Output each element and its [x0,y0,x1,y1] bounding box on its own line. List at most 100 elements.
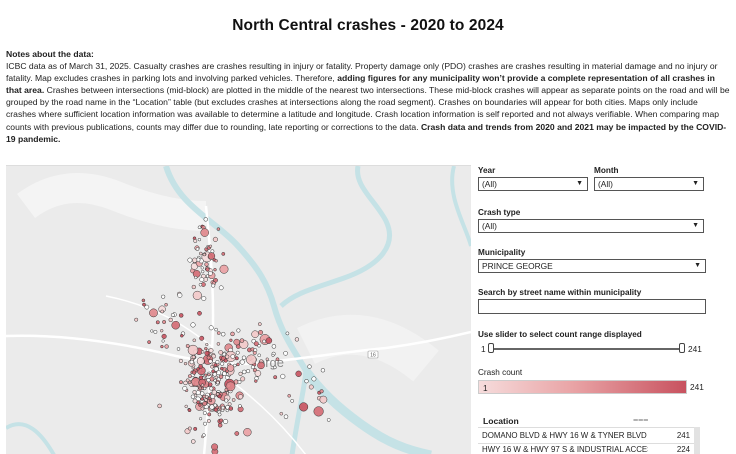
crash-point[interactable] [265,357,269,361]
crash-point[interactable] [187,344,199,356]
crash-point[interactable] [200,266,204,270]
crash-point[interactable] [273,375,278,380]
crash-point[interactable] [207,252,216,260]
crash-point[interactable] [168,317,173,323]
crash-point[interactable] [201,296,207,301]
month-dropdown[interactable]: (All) ▼ [594,177,704,191]
crash-point[interactable] [202,252,206,257]
crash-point[interactable] [198,282,203,287]
crash-point[interactable] [215,392,220,396]
crash-point[interactable] [189,359,195,365]
crash-point[interactable] [184,404,188,409]
crash-point[interactable] [241,355,247,360]
crash-point[interactable] [218,374,224,380]
crash-point[interactable] [224,398,229,403]
crash-point[interactable] [290,399,295,403]
crash-point[interactable] [251,330,259,338]
crash-point[interactable] [311,376,317,382]
crash-point[interactable] [195,247,200,251]
crash-point[interactable] [212,372,218,377]
crash-point[interactable] [196,367,200,371]
crash-point[interactable] [212,236,218,242]
crash-point[interactable] [225,381,236,392]
crash-point[interactable] [271,344,277,349]
crash-point[interactable] [176,347,181,351]
crash-point[interactable] [218,350,224,355]
crash-point[interactable] [160,329,164,333]
crash-point[interactable] [213,366,219,372]
crash-point[interactable] [214,327,218,332]
crash-point[interactable] [199,335,205,341]
crash-point[interactable] [224,387,229,392]
crash-point[interactable] [319,389,324,394]
crash-point[interactable] [273,365,277,370]
crash-point[interactable] [198,403,202,407]
crash-point[interactable] [207,373,211,377]
year-dropdown[interactable]: (All) ▼ [478,177,588,191]
crash-point[interactable] [257,353,261,358]
crash-point[interactable] [308,384,314,390]
crash-point[interactable] [219,418,224,423]
crash-map[interactable]: 16 orge [6,165,471,454]
crash-point[interactable] [299,402,309,412]
crash-point[interactable] [182,385,188,391]
crash-point[interactable] [304,379,309,384]
crash-point[interactable] [280,373,286,379]
crash-point[interactable] [246,354,257,365]
crash-point[interactable] [234,356,239,361]
count-range-slider[interactable] [491,348,685,350]
crash-point[interactable] [220,361,225,366]
table-row[interactable]: HWY 16 W & HWY 97 S & INDUSTRIAL ACCES..… [478,443,694,454]
crash-point[interactable] [283,414,289,419]
crash-point[interactable] [262,339,266,344]
crash-point[interactable] [201,269,205,274]
crash-point[interactable] [294,337,300,342]
crash-point[interactable] [295,370,302,377]
crash-point[interactable] [233,338,240,346]
crash-point[interactable] [180,333,184,338]
crash-point[interactable] [211,443,219,451]
crash-point[interactable] [225,369,229,373]
map-canvas[interactable]: 16 orge [6,166,471,454]
crash-point[interactable] [193,426,198,431]
crash-point[interactable] [320,368,326,373]
crash-point[interactable] [208,348,214,353]
crash-point[interactable] [183,361,188,366]
crash-point[interactable] [213,363,218,367]
crash-point[interactable] [200,383,205,387]
crash-point[interactable] [190,322,196,328]
crash-point[interactable] [209,386,214,391]
crash-point[interactable] [164,302,168,307]
crash-point[interactable] [202,411,207,415]
crash-point[interactable] [231,398,236,402]
crash-point[interactable] [210,394,216,399]
crash-point[interactable] [243,428,252,437]
crash-point[interactable] [185,378,190,383]
crash-point[interactable] [225,372,230,376]
crash-point[interactable] [225,354,230,359]
crash-point[interactable] [211,353,216,359]
crash-point[interactable] [200,397,204,401]
crash-point[interactable] [204,373,208,377]
crash-point[interactable] [229,338,233,342]
crash-point[interactable] [211,283,216,288]
crash-point[interactable] [217,412,222,417]
crash-point[interactable] [250,365,255,370]
crash-point[interactable] [160,344,164,349]
crash-point[interactable] [179,380,183,385]
crash-point[interactable] [205,342,209,347]
crash-point[interactable] [258,329,264,335]
crash-point[interactable] [207,412,212,417]
crash-point[interactable] [203,386,207,391]
crash-point[interactable] [206,355,211,360]
crash-point[interactable] [155,320,160,325]
crash-point[interactable] [204,395,209,399]
crash-point[interactable] [206,378,211,383]
crash-point[interactable] [191,439,196,444]
crash-point[interactable] [161,294,166,299]
crash-point[interactable] [194,275,198,280]
crash-point[interactable] [190,394,196,399]
crash-point[interactable] [204,398,208,402]
crash-point[interactable] [192,398,198,404]
crash-point[interactable] [204,346,208,351]
